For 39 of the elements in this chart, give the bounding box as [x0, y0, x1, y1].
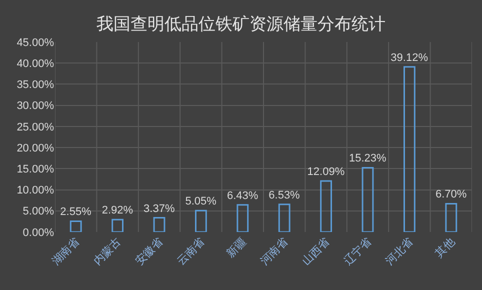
- bar: [445, 202, 458, 232]
- bar: [153, 217, 166, 232]
- bar: [403, 66, 416, 232]
- bar: [362, 166, 374, 232]
- bar: [194, 210, 207, 232]
- data-label: 12.09%: [307, 166, 345, 178]
- y-tick-label: 30.00%: [16, 100, 54, 112]
- bar: [236, 204, 249, 232]
- data-label: 6.53%: [268, 189, 300, 202]
- x-tick-label: 内蒙古: [91, 235, 124, 268]
- bar: [320, 180, 332, 232]
- bar: [112, 218, 124, 232]
- x-tick-label: 安徽省: [132, 235, 166, 268]
- x-tick-label: 河北省: [382, 235, 416, 268]
- x-tick-label: 其他: [432, 235, 458, 260]
- data-label: 15.23%: [348, 152, 387, 165]
- x-tick-label: 辽宁省: [341, 235, 374, 268]
- x-tick-label: 云南省: [174, 235, 207, 268]
- x-tick-label: 山西省: [300, 235, 332, 268]
- y-tick-label: 10.00%: [16, 184, 54, 197]
- data-label: 6.43%: [226, 190, 258, 202]
- y-tick-label: 20.00%: [16, 142, 54, 154]
- data-label: 2.92%: [102, 204, 134, 217]
- data-label: 2.55%: [60, 206, 92, 218]
- y-tick-label: 25.00%: [16, 121, 54, 134]
- y-tick-label: 15.00%: [16, 164, 54, 176]
- data-label: 39.12%: [390, 52, 428, 64]
- x-tick-label: 河南省: [258, 235, 290, 268]
- y-tick-label: 35.00%: [16, 79, 54, 92]
- x-tick-label: 新疆: [224, 235, 249, 260]
- data-label: 5.05%: [185, 196, 217, 208]
- chart-title: 我国查明低品位铁矿资源储量分布统计: [96, 14, 386, 34]
- y-tick-label: 5.00%: [22, 206, 54, 218]
- y-tick-label: 45.00%: [16, 36, 54, 49]
- data-label: 6.70%: [435, 188, 467, 201]
- y-tick-label: 40.00%: [16, 58, 54, 70]
- data-label: 3.37%: [144, 202, 175, 215]
- bar: [278, 204, 290, 232]
- bar: [70, 220, 82, 232]
